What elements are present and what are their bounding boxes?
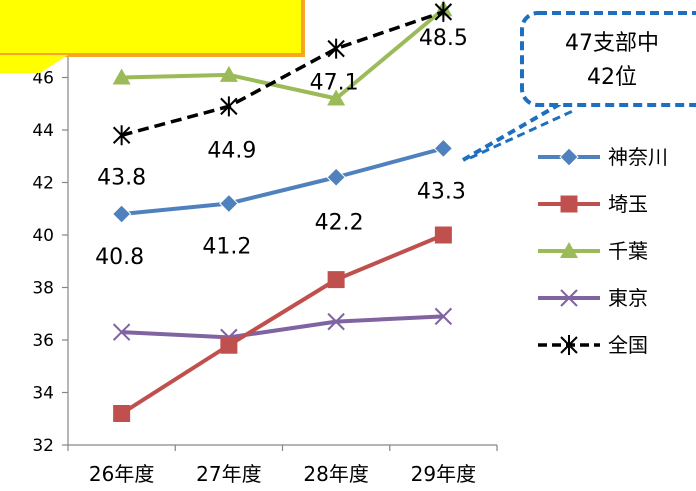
y-tick-label: 34 [32,384,54,404]
legend-item-神奈川: 神奈川 [538,145,668,169]
legend-item-東京: 東京 [538,286,648,310]
marker-x [112,323,131,341]
marker-diamond [326,167,346,187]
data-label: 44.9 [207,138,256,163]
marker-triangle [560,242,578,258]
series-group [111,0,454,422]
series-line [121,314,444,340]
data-label: 43.8 [97,165,146,190]
x-tick-label: 27年度 [196,462,261,486]
marker-triangle [219,65,238,82]
highlight-box-rect [0,0,305,57]
y-tick-label: 40 [32,226,54,246]
marker-diamond [219,193,239,214]
legend-label: 埼玉 [608,192,648,216]
x-tick-label: 28年度 [303,462,368,486]
data-label: 40.8 [95,245,144,270]
highlight-box-tail-point [40,55,68,73]
marker-square [220,336,238,354]
legend-item-千葉: 千葉 [538,239,648,263]
callout-frame [520,11,696,107]
marker-diamond [559,147,579,167]
series-全国 [112,1,453,146]
marker-square [113,405,131,422]
marker-square [434,226,452,244]
marker-x [560,289,578,307]
y-axis-ticks: 32 34 36 38 40 42 44 46 [32,69,68,456]
marker-triangle [112,68,131,85]
y-tick-label: 38 [32,279,54,299]
data-label: 41.2 [202,235,251,260]
callout-line-2: 42位 [587,65,637,90]
highlight-box-tail [0,55,40,73]
callout-pointer [462,102,561,162]
legend-item-埼玉: 埼玉 [538,192,648,216]
y-tick-label: 32 [32,436,54,456]
y-tick-label: 46 [32,69,54,89]
data-label: 42.2 [315,210,364,235]
series-line [120,233,445,416]
legend-item-全国: 全国 [538,333,648,357]
callout-box: 47支部中 42位 [462,11,696,162]
marker-diamond [111,204,132,224]
data-label: 43.3 [417,179,466,204]
x-axis-ticks: 26年度 27年度 28年度 29年度 [67,445,498,486]
data-label: 47.1 [310,71,359,96]
y-tick-label: 44 [32,121,54,141]
y-tick-label: 36 [32,331,54,351]
legend-label: 東京 [608,286,648,310]
marker-triangle [327,89,346,106]
legend-label: 全国 [608,333,648,357]
data-label: 48.5 [419,26,468,51]
series-神奈川 [111,138,454,224]
marker-x [434,307,453,326]
marker-square [327,271,345,289]
series-line [121,146,444,216]
x-tick-label: 26年度 [89,462,154,486]
legend-label: 神奈川 [608,145,668,169]
marker-diamond [433,138,454,159]
x-tick-label: 29年度 [411,462,476,486]
data-labels: 40.8 41.2 42.2 43.3 43.8 44.9 47.1 48.5 [95,26,468,270]
marker-square [560,195,578,213]
legend-label: 千葉 [608,239,648,263]
marker-x [327,312,345,331]
series-埼玉 [113,226,452,422]
highlight-box [0,0,305,73]
callout-pointer [469,108,576,160]
y-tick-label: 42 [32,174,54,194]
callout-line-1: 47支部中 [565,31,659,56]
series-line [121,10,444,137]
series-line [121,7,445,101]
